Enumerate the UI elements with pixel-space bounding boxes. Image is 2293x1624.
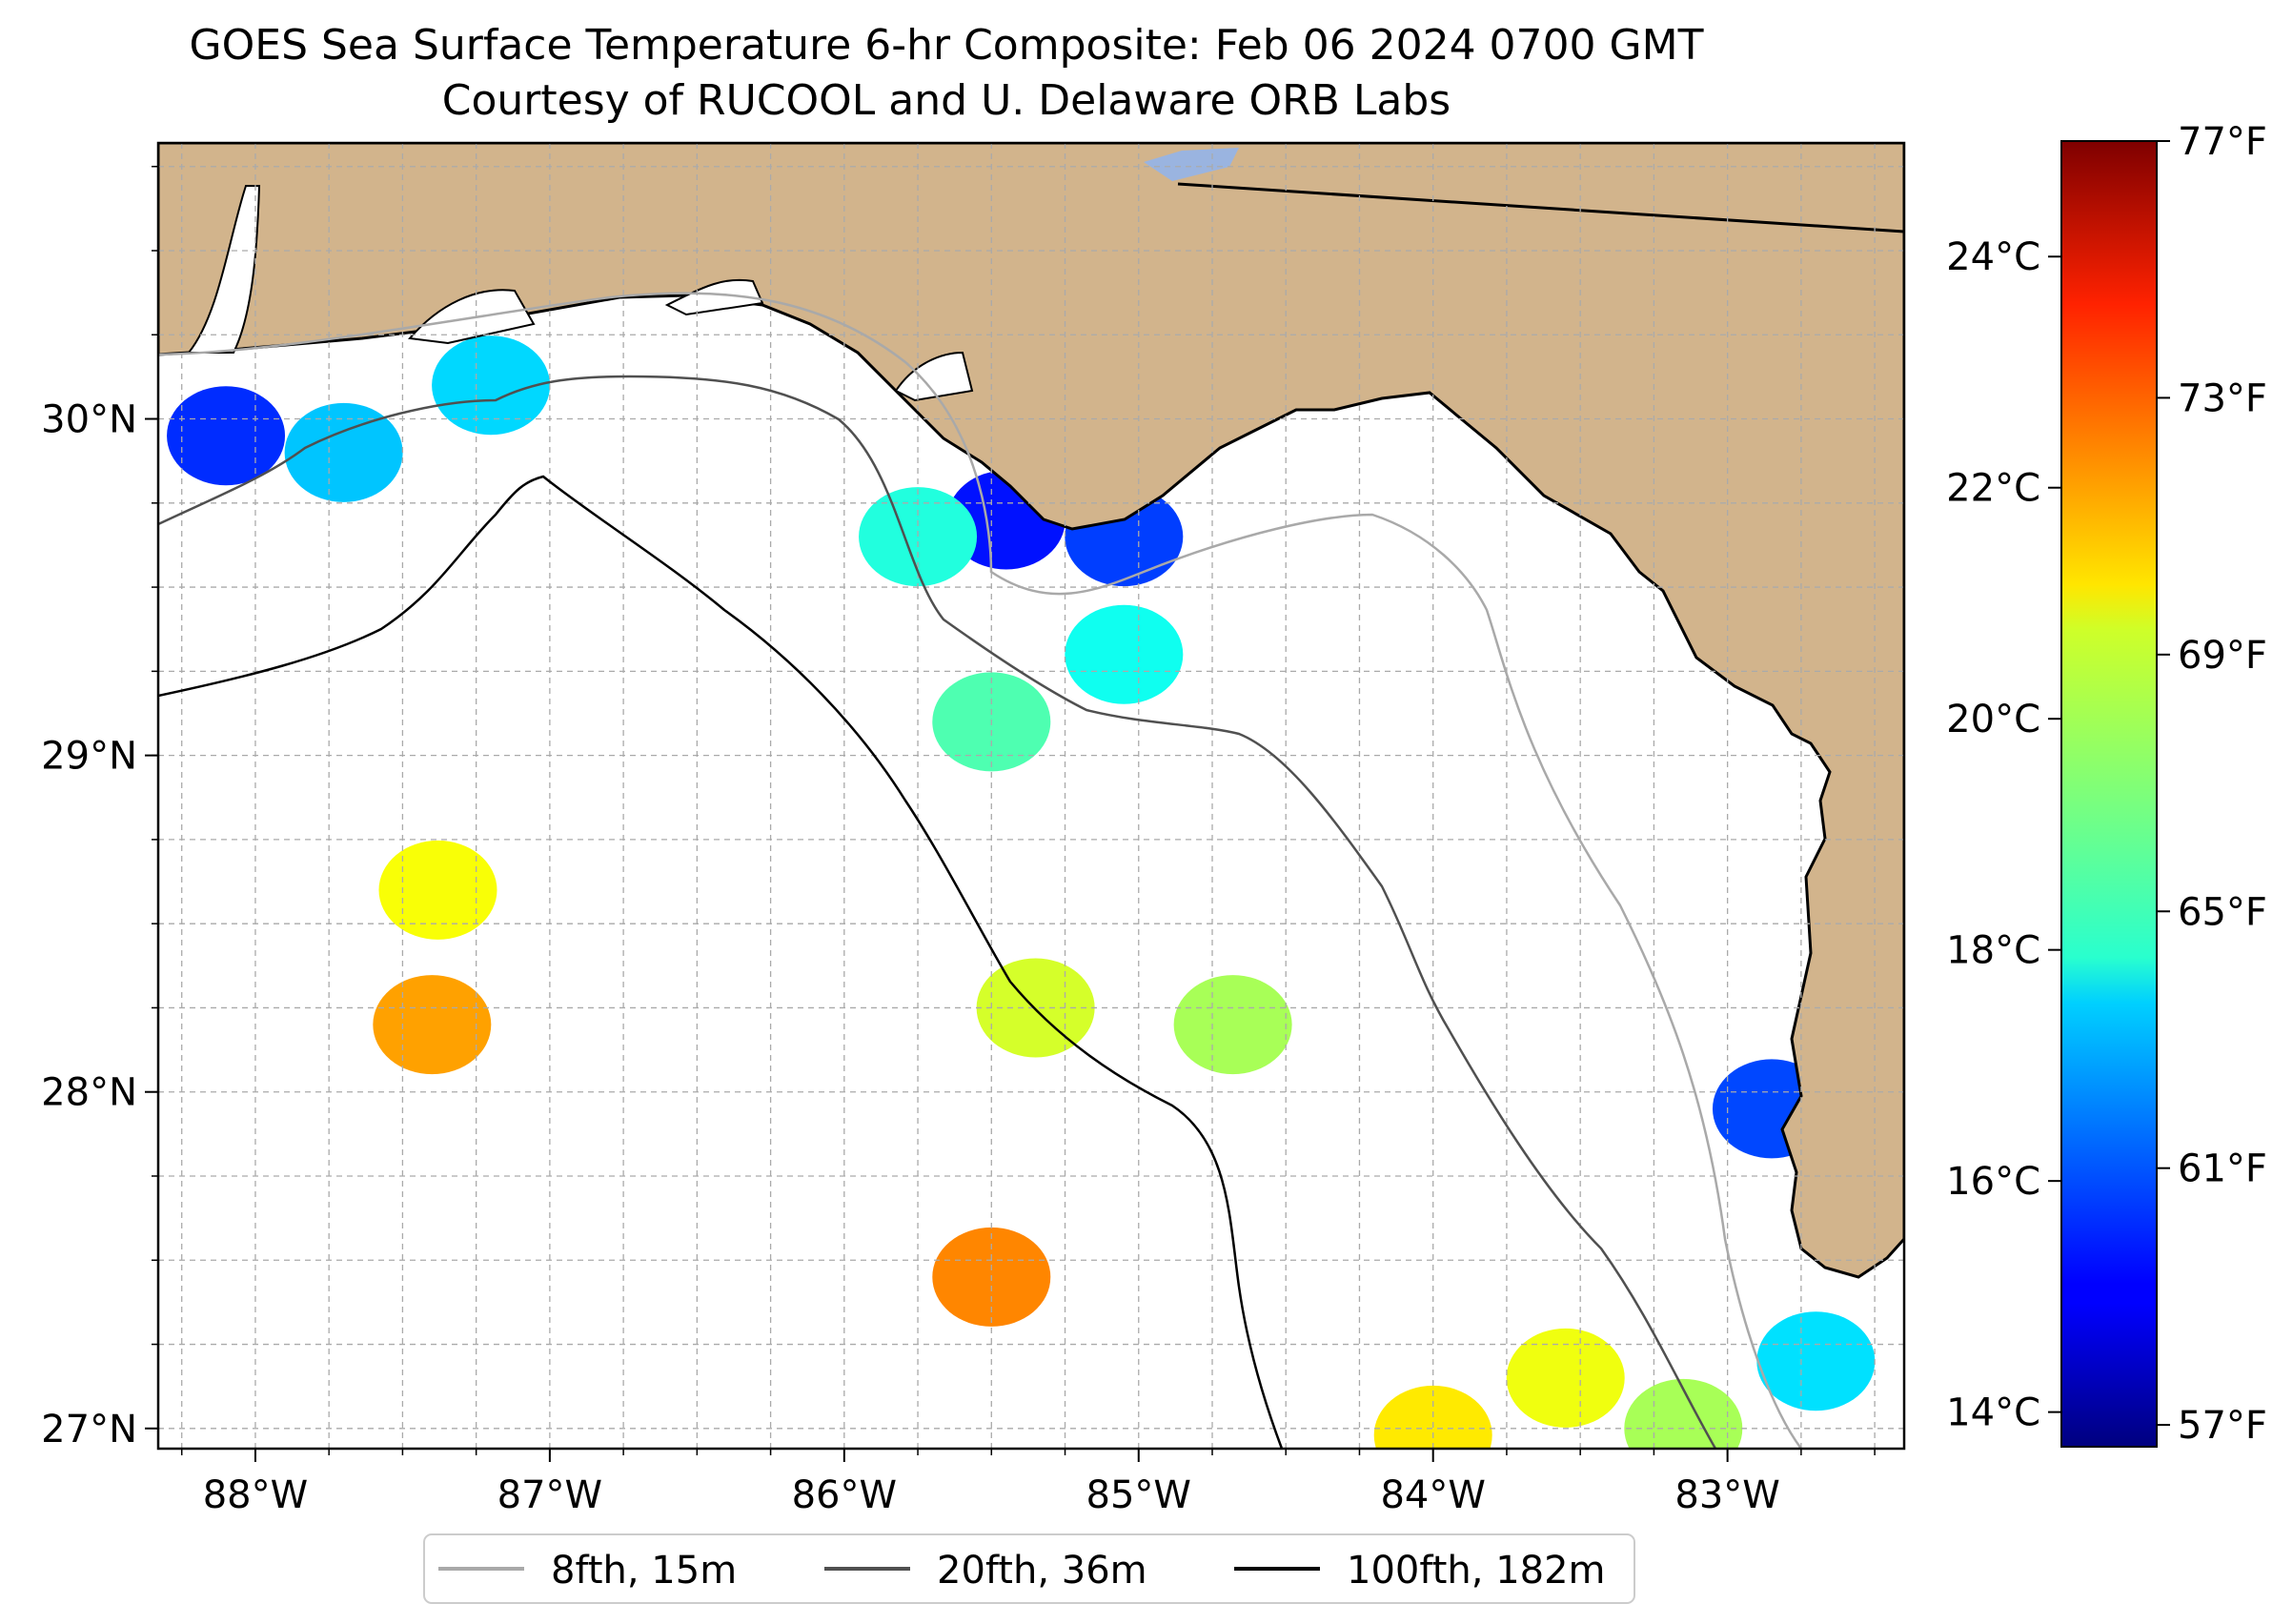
map-title: GOES Sea Surface Temperature 6-hr Compos… <box>189 21 1704 70</box>
celsius-tick-label: 18°C <box>1946 929 2040 973</box>
sst-patch <box>1756 1311 1876 1411</box>
sst-patch <box>859 487 978 587</box>
isobath-36m <box>158 375 1717 1449</box>
sst-patch <box>432 335 551 436</box>
sst-patch <box>284 402 403 502</box>
lake <box>1144 148 1239 181</box>
state-border <box>1177 182 1904 233</box>
isobath-15m <box>158 292 1803 1449</box>
lat-tick-label: 28°N <box>41 1071 137 1115</box>
sst-patch <box>1624 1378 1743 1449</box>
sst-patch <box>373 975 492 1075</box>
choctawhatchee-bay <box>664 278 764 316</box>
sst-layer <box>167 335 1876 1449</box>
legend-label-15m: 8fth, 15m <box>551 1549 737 1593</box>
lat-tick-label: 30°N <box>41 398 137 442</box>
map-area <box>158 143 1904 1449</box>
legend-label-36m: 20fth, 36m <box>937 1549 1147 1593</box>
celsius-tick-label: 16°C <box>1946 1160 2040 1204</box>
lon-tick-label: 88°W <box>203 1473 308 1517</box>
isobath-182m <box>158 475 1284 1449</box>
colorbar-gradient <box>2060 140 2158 1448</box>
celsius-tick-label: 22°C <box>1946 467 2040 511</box>
sst-patch <box>378 840 497 940</box>
legend-label-182m: 100fth, 182m <box>1347 1549 1606 1593</box>
fahrenheit-tick-label: 69°F <box>2178 634 2267 678</box>
fahrenheit-tick-label: 65°F <box>2178 890 2267 934</box>
axis-ticks: 88°W 87°W 86°W 85°W 84°W 83°W 30°N 29°N 28°N 27°N <box>41 165 1876 1517</box>
celsius-tick-label: 20°C <box>1946 698 2040 741</box>
celsius-tick-label: 24°C <box>1946 235 2040 279</box>
lon-tick-label: 86°W <box>792 1473 897 1517</box>
legend: 8fth, 15m 20fth, 36m 100fth, 182m <box>423 1533 1635 1604</box>
lon-tick-label: 87°W <box>497 1473 602 1517</box>
map-subtitle: Courtesy of RUCOOL and U. Delaware ORB L… <box>441 76 1451 125</box>
gridlines <box>158 143 1904 1449</box>
fahrenheit-tick-label: 73°F <box>2178 376 2267 420</box>
lon-tick-label: 83°W <box>1674 1473 1779 1517</box>
celsius-tick-label: 14°C <box>1946 1391 2040 1435</box>
colorbar: 24°C 22°C 20°C 18°C 16°C 14°C 77°F 73°F 69°F 65°F… <box>1946 120 2267 1448</box>
fahrenheit-tick-label: 57°F <box>2178 1404 2267 1448</box>
sst-patch <box>1506 1328 1625 1428</box>
fahrenheit-tick-label: 61°F <box>2178 1147 2267 1191</box>
lon-tick-label: 84°W <box>1380 1473 1485 1517</box>
legend-box <box>423 1533 1635 1604</box>
lat-tick-label: 27°N <box>41 1408 137 1451</box>
mobile-bay <box>186 185 261 354</box>
st-andrews-bay <box>894 351 974 402</box>
colorbar-ticks: 24°C 22°C 20°C 18°C 16°C 14°C 77°F 73°F 69°F 65°F… <box>1946 120 2267 1448</box>
lat-tick-label: 29°N <box>41 735 137 779</box>
fahrenheit-tick-label: 77°F <box>2178 120 2267 164</box>
lon-tick-label: 85°W <box>1086 1473 1191 1517</box>
map-frame <box>156 141 1906 1451</box>
sst-patch <box>1065 604 1184 704</box>
sst-patch <box>1173 975 1292 1075</box>
sst-patch <box>167 386 286 486</box>
